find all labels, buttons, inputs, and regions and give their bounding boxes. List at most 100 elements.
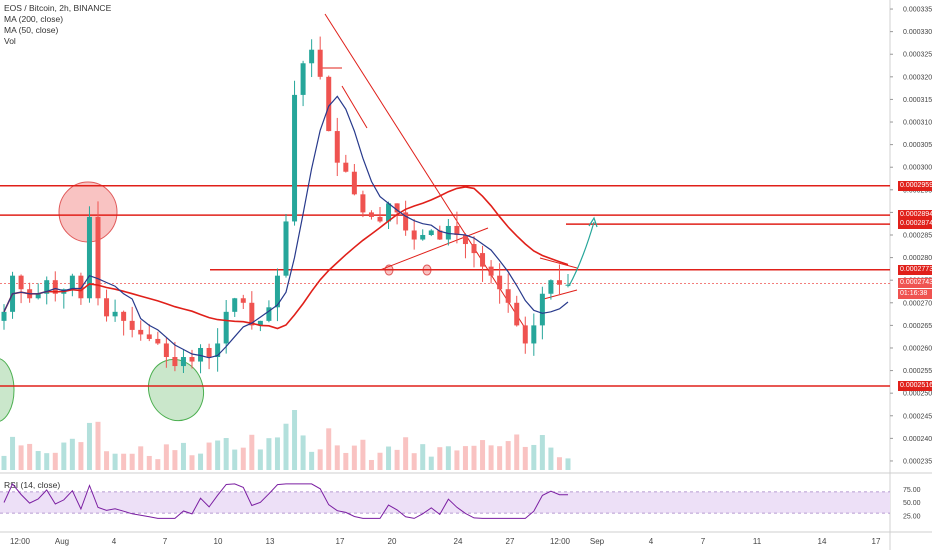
ma200-line xyxy=(3,186,569,330)
volume-bar xyxy=(44,453,50,470)
volume-bar xyxy=(163,444,169,470)
rsi-axis-label: 75.00 xyxy=(903,487,921,494)
candle-body xyxy=(18,275,24,290)
volume-bar xyxy=(95,421,101,470)
volume-bar xyxy=(471,445,477,470)
volume-bar xyxy=(343,452,349,470)
time-axis-label: Sep xyxy=(590,537,605,546)
price-tag: 0.0002894 xyxy=(898,210,932,221)
ma50-legend[interactable]: MA (50, close) xyxy=(4,25,59,35)
symbol-title[interactable]: EOS / Bitcoin, 2h, BINANCE xyxy=(4,3,112,13)
volume-bar xyxy=(334,445,340,470)
volume-bar xyxy=(403,437,409,470)
candle-body xyxy=(121,311,127,321)
volume-bar xyxy=(531,444,537,470)
candles xyxy=(1,36,571,470)
volume-bar xyxy=(266,438,272,470)
time-axis-label: 17 xyxy=(872,537,881,546)
volume-legend[interactable]: Vol xyxy=(4,36,16,46)
candle-body xyxy=(129,320,135,330)
candle-body xyxy=(300,63,306,95)
candle-body xyxy=(411,230,417,240)
ma50-line xyxy=(3,95,569,359)
candle-body xyxy=(488,266,494,276)
candle-body xyxy=(334,131,340,163)
volume-bar xyxy=(428,456,434,470)
volume-bar xyxy=(522,446,528,470)
time-axis-label: 7 xyxy=(163,537,168,546)
candle-body xyxy=(394,203,400,213)
volume-bar xyxy=(240,447,246,470)
channel-top xyxy=(539,257,578,269)
volume-bar xyxy=(138,446,144,470)
volume-bar xyxy=(121,453,127,470)
volume-bar xyxy=(104,451,110,470)
volume-bar xyxy=(206,442,212,470)
time-axis-label: 12:00 xyxy=(550,537,571,546)
candle-body xyxy=(531,325,537,344)
time-axis-label: 4 xyxy=(649,537,654,546)
time-axis-label: Aug xyxy=(55,537,69,546)
candle-body xyxy=(163,343,169,358)
highlight-ellipse-green xyxy=(148,358,204,422)
price-axis-label: 0.0002350 xyxy=(903,458,932,465)
time-axis-label: 27 xyxy=(506,537,515,546)
candle-body xyxy=(223,311,229,344)
candle-body xyxy=(138,329,144,335)
rsi-axis-label: 50.00 xyxy=(903,500,921,507)
time-axis-label: 14 xyxy=(818,537,827,546)
candle-body xyxy=(257,320,263,326)
candle-body xyxy=(420,235,426,240)
price-tag: 0.0002516 xyxy=(898,380,932,391)
candle-body xyxy=(548,280,554,294)
candle-body xyxy=(437,230,443,240)
candle-body xyxy=(215,343,221,358)
time-axis-label: 24 xyxy=(454,537,463,546)
projection-arrow xyxy=(568,221,595,287)
volume-bar xyxy=(445,446,451,470)
time-axis-label: 7 xyxy=(701,537,706,546)
candle-body xyxy=(112,311,118,317)
candle-body xyxy=(69,275,75,290)
candle-body xyxy=(292,94,298,222)
volume-bar xyxy=(35,451,41,470)
candle-body xyxy=(240,298,246,303)
volume-bar xyxy=(386,446,392,470)
candle-body xyxy=(480,253,486,267)
candle-body xyxy=(428,230,434,235)
volume-bar xyxy=(548,447,554,470)
volume-bar xyxy=(27,443,33,470)
volume-bar xyxy=(309,451,315,470)
candle-body xyxy=(514,302,520,326)
candle-body xyxy=(78,275,84,299)
highlight-ellipse-green-left xyxy=(0,358,15,422)
volume-bar xyxy=(514,434,520,470)
volume-bar xyxy=(454,450,460,470)
volume-bar xyxy=(78,442,84,470)
volume-bar xyxy=(52,452,58,470)
volume-bar xyxy=(198,453,204,470)
volume-bar xyxy=(326,428,332,470)
candle-body xyxy=(283,221,289,276)
candle-body xyxy=(556,280,562,285)
rsi-line xyxy=(3,482,568,519)
time-axis-label: 20 xyxy=(388,537,397,546)
volume-bar xyxy=(300,435,306,470)
candle-body xyxy=(505,289,511,303)
time-axis-label: 11 xyxy=(753,537,762,546)
rsi-legend[interactable]: RSI (14, close) xyxy=(4,480,61,490)
ma200-legend[interactable]: MA (200, close) xyxy=(4,14,64,24)
time-axis-label: 10 xyxy=(214,537,223,546)
candle-body xyxy=(360,194,366,213)
candle-body xyxy=(35,293,41,299)
volume-bar xyxy=(180,442,186,470)
candle-body xyxy=(104,298,110,317)
